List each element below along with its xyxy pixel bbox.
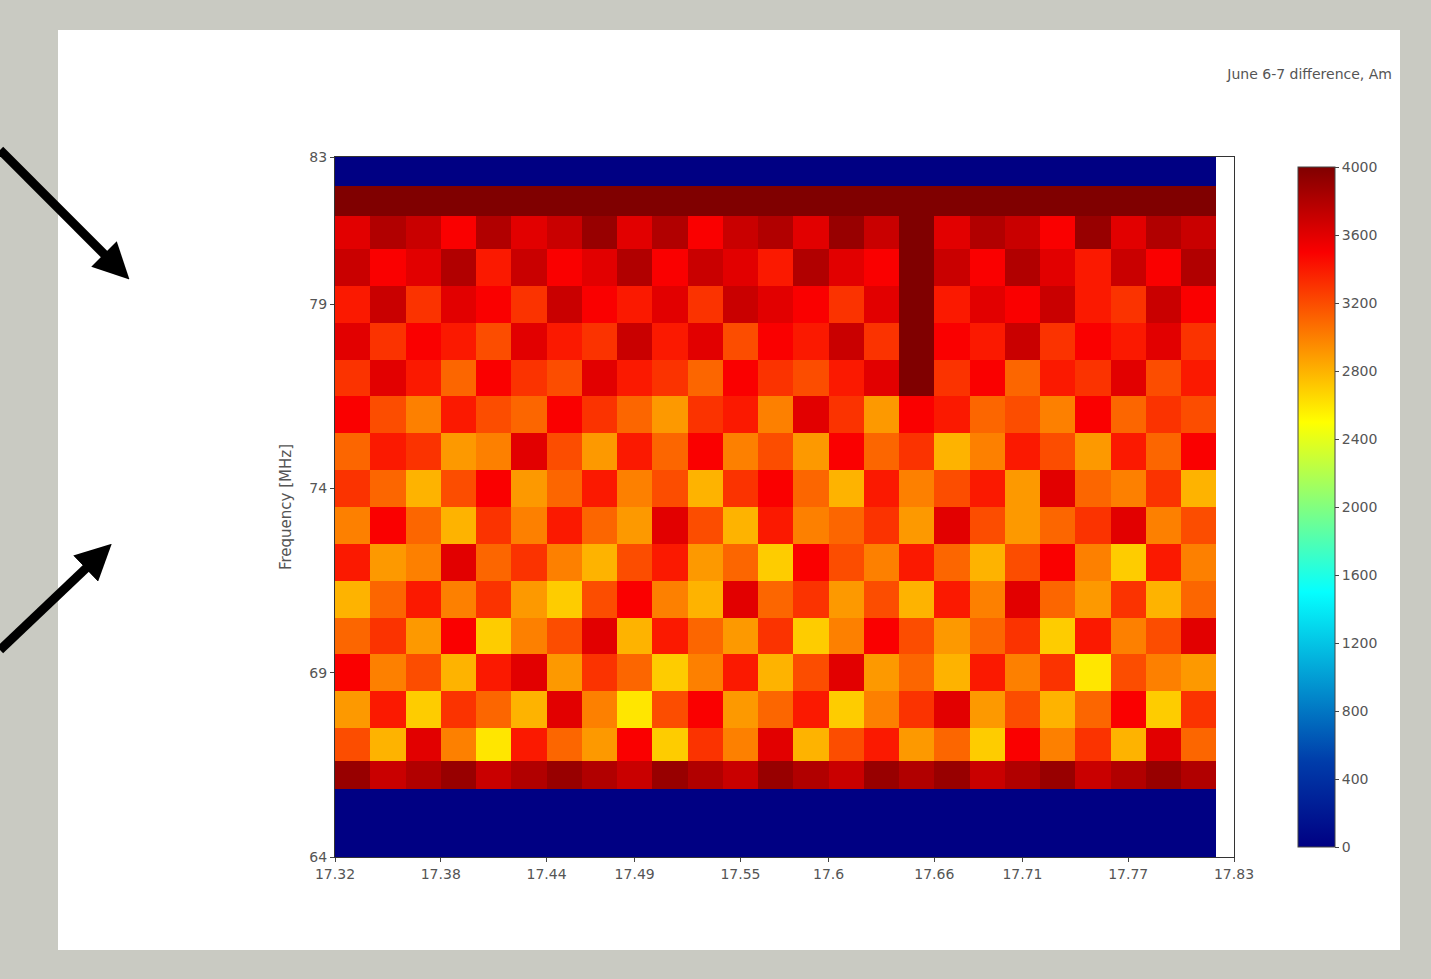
svg-text:17.49: 17.49 [615,866,655,882]
svg-text:2400: 2400 [1342,431,1378,447]
svg-text:17.66: 17.66 [914,866,954,882]
svg-text:3600: 3600 [1342,227,1378,243]
svg-text:17.6: 17.6 [813,866,844,882]
svg-text:3200: 3200 [1342,295,1378,311]
svg-text:800: 800 [1342,703,1369,719]
svg-text:17.77: 17.77 [1108,866,1148,882]
svg-text:69: 69 [309,665,327,681]
svg-text:17.83: 17.83 [1214,866,1254,882]
svg-text:4000: 4000 [1342,159,1378,175]
svg-text:17.55: 17.55 [720,866,760,882]
svg-text:17.44: 17.44 [526,866,566,882]
svg-text:1200: 1200 [1342,635,1378,651]
svg-text:74: 74 [309,480,327,496]
svg-text:0: 0 [1342,839,1351,855]
svg-text:17.71: 17.71 [1002,866,1042,882]
svg-text:17.38: 17.38 [421,866,461,882]
svg-text:June 6-7 difference, Am: June 6-7 difference, Am [1226,66,1392,82]
svg-text:79: 79 [309,296,327,312]
svg-text:1600: 1600 [1342,567,1378,583]
svg-text:2800: 2800 [1342,363,1378,379]
svg-text:Frequency [MHz]: Frequency [MHz] [277,444,295,570]
svg-text:2000: 2000 [1342,499,1378,515]
svg-text:17.32: 17.32 [315,866,355,882]
svg-text:83: 83 [309,149,327,165]
svg-text:64: 64 [309,849,327,865]
svg-text:400: 400 [1342,771,1369,787]
